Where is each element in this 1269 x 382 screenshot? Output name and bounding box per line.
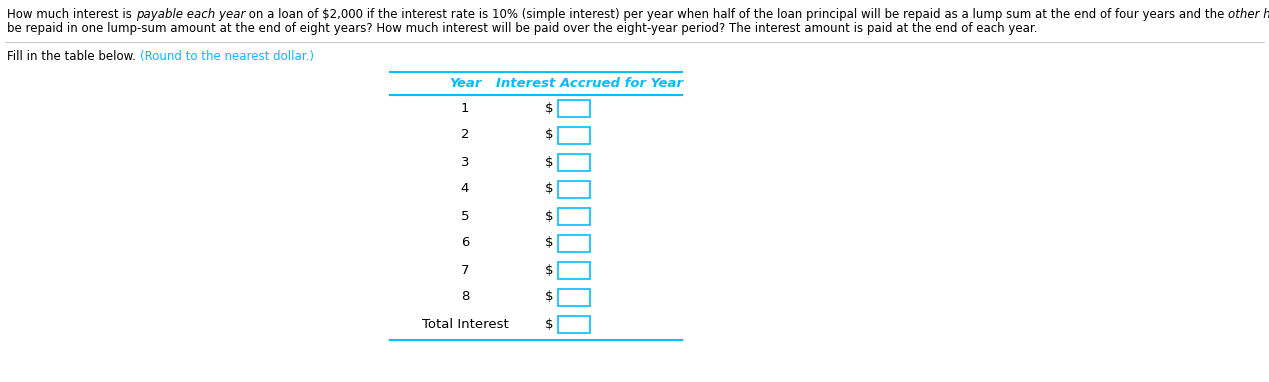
Text: Year: Year [449, 77, 481, 90]
Text: $: $ [544, 102, 553, 115]
Bar [558, 99, 590, 117]
Text: $: $ [544, 155, 553, 168]
Bar [558, 288, 590, 306]
Text: Interest Accrued for Year: Interest Accrued for Year [496, 77, 684, 90]
Text: $: $ [544, 236, 553, 249]
Text: 5: 5 [461, 209, 470, 222]
Bar [558, 154, 590, 170]
Text: 4: 4 [461, 183, 470, 196]
Text: How much interest is: How much interest is [8, 8, 136, 21]
Text: 1: 1 [461, 102, 470, 115]
Text: 2: 2 [461, 128, 470, 141]
Text: Fill in the table below.: Fill in the table below. [8, 50, 140, 63]
Text: $: $ [544, 128, 553, 141]
Bar [558, 126, 590, 144]
Text: on a loan of $2,000 if the interest rate is 10% (simple interest) per year when : on a loan of $2,000 if the interest rate… [245, 8, 1228, 21]
Text: 3: 3 [461, 155, 470, 168]
Text: $: $ [544, 290, 553, 304]
Text: $: $ [544, 209, 553, 222]
Bar [558, 181, 590, 197]
Bar [558, 262, 590, 278]
Bar [558, 235, 590, 251]
Text: 6: 6 [461, 236, 470, 249]
Text: be repaid in one lump-sum amount at the end of eight years? How much interest wi: be repaid in one lump-sum amount at the … [8, 22, 1038, 35]
Text: Total Interest: Total Interest [421, 317, 509, 330]
Text: 8: 8 [461, 290, 470, 304]
Text: $: $ [544, 317, 553, 330]
Text: (Round to the nearest dollar.): (Round to the nearest dollar.) [140, 50, 313, 63]
Bar [558, 207, 590, 225]
Text: $: $ [544, 183, 553, 196]
Text: payable each year: payable each year [136, 8, 245, 21]
Text: other half: other half [1228, 8, 1269, 21]
Bar [558, 316, 590, 332]
Text: 7: 7 [461, 264, 470, 277]
Text: $: $ [544, 264, 553, 277]
